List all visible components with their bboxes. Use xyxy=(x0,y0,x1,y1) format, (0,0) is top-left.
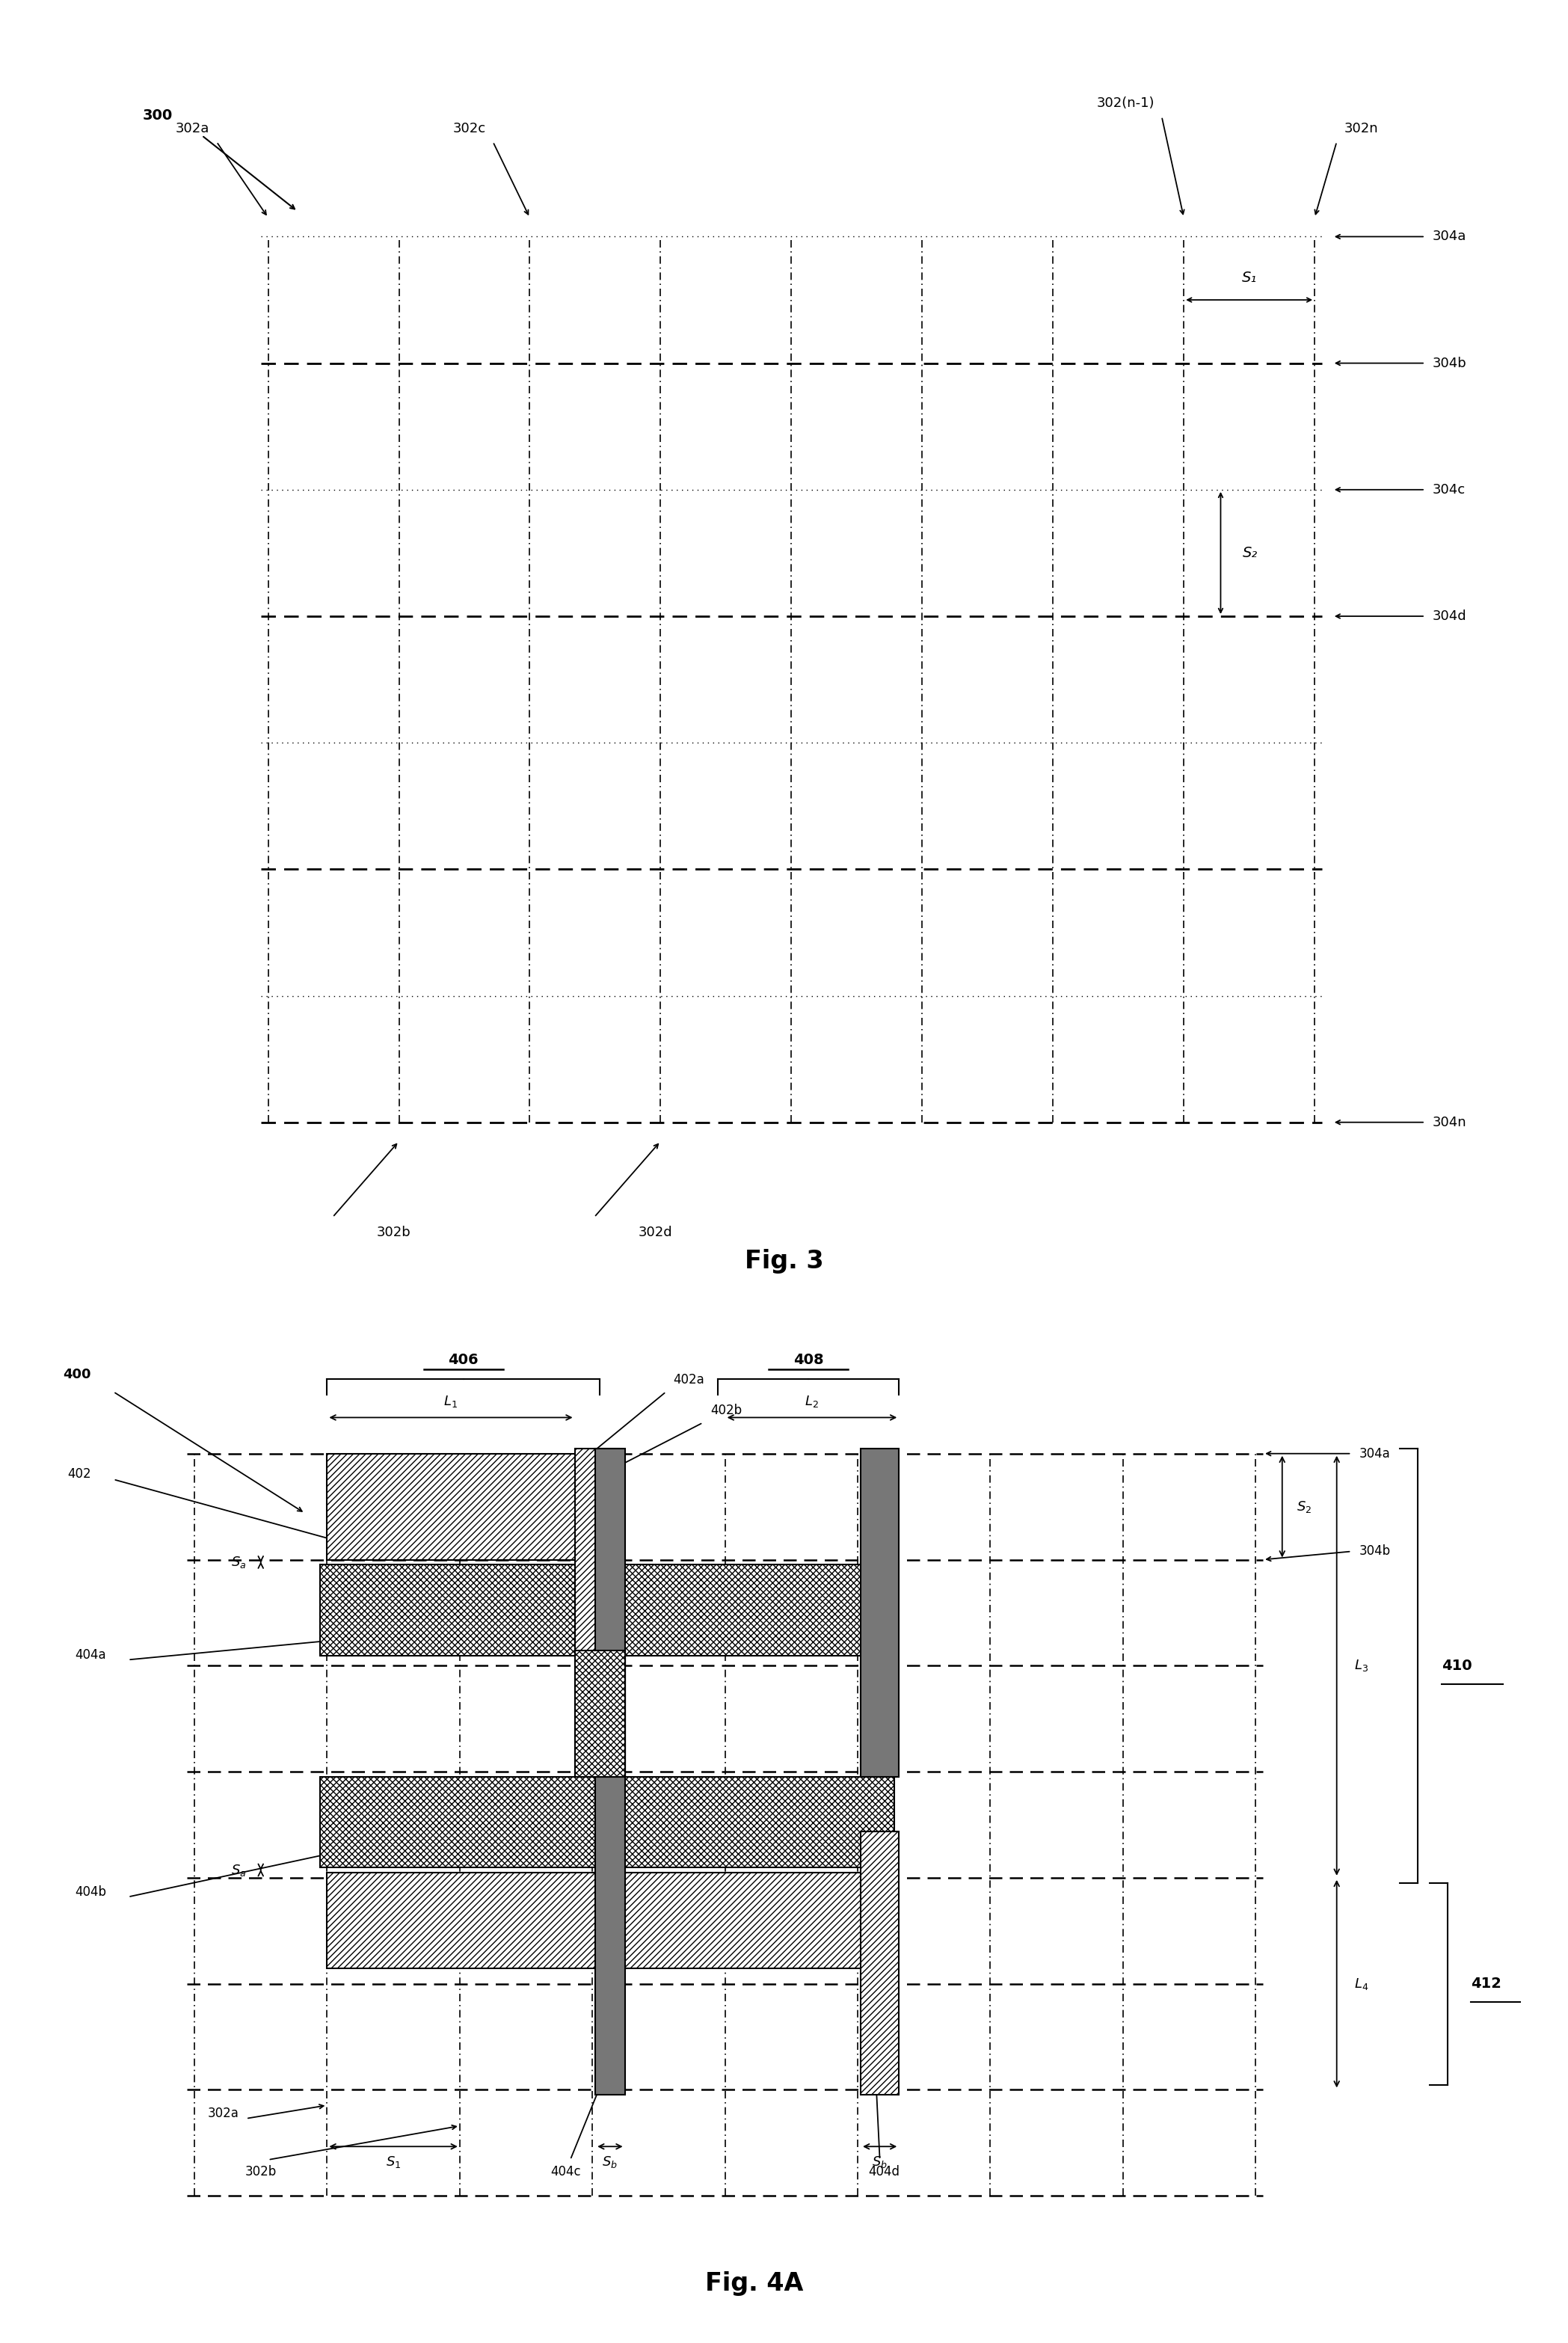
Text: S₁: S₁ xyxy=(1242,269,1258,286)
Text: 400: 400 xyxy=(63,1368,91,1382)
Text: L$_1$: L$_1$ xyxy=(444,1394,458,1408)
Text: 402a: 402a xyxy=(673,1373,704,1387)
Bar xyxy=(575,1649,624,1776)
Text: 302c: 302c xyxy=(453,122,486,136)
Text: 302d: 302d xyxy=(638,1225,673,1239)
Text: 304b: 304b xyxy=(1359,1544,1391,1558)
Text: 304c: 304c xyxy=(1433,483,1466,497)
Text: 304a: 304a xyxy=(1359,1448,1391,1460)
Text: 404c: 404c xyxy=(550,2165,582,2179)
Text: Fig. 3: Fig. 3 xyxy=(745,1249,823,1275)
Bar xyxy=(861,1448,898,1776)
Text: 406: 406 xyxy=(448,1352,478,1366)
Text: 300: 300 xyxy=(143,108,172,122)
Text: 302a: 302a xyxy=(207,2106,238,2120)
Text: S$_2$: S$_2$ xyxy=(1297,1500,1312,1514)
Text: S$_b$: S$_b$ xyxy=(602,2156,618,2170)
Text: S$_a$: S$_a$ xyxy=(230,1556,246,1570)
Bar xyxy=(320,1565,894,1657)
Text: S$_1$: S$_1$ xyxy=(386,2156,401,2170)
Bar xyxy=(320,1776,894,1867)
Text: 402b: 402b xyxy=(710,1403,742,1418)
Text: 404b: 404b xyxy=(75,1886,107,1898)
Text: 410: 410 xyxy=(1441,1659,1472,1673)
Text: Fig. 4A: Fig. 4A xyxy=(706,2270,804,2296)
Bar xyxy=(328,1453,599,1560)
Text: 302b: 302b xyxy=(245,2165,276,2179)
Text: S$_b$: S$_b$ xyxy=(872,2156,887,2170)
Text: S$_a$: S$_a$ xyxy=(230,1863,246,1877)
Bar xyxy=(861,1832,898,2095)
Text: 302n: 302n xyxy=(1344,122,1378,136)
Text: 302b: 302b xyxy=(376,1225,411,1239)
Text: 304d: 304d xyxy=(1433,609,1466,623)
Text: L$_4$: L$_4$ xyxy=(1355,1975,1369,1992)
Text: 404a: 404a xyxy=(75,1647,107,1661)
Bar xyxy=(596,1649,624,2095)
Text: 302a: 302a xyxy=(176,122,209,136)
Text: 412: 412 xyxy=(1471,1977,1502,1992)
Text: S₂: S₂ xyxy=(1243,546,1258,560)
Text: 404d: 404d xyxy=(869,2165,900,2179)
Bar xyxy=(328,1872,894,1968)
Text: 408: 408 xyxy=(793,1352,823,1366)
Bar xyxy=(575,1448,619,1776)
Text: 402: 402 xyxy=(67,1467,91,1481)
Bar xyxy=(596,1448,624,1776)
Text: 304a: 304a xyxy=(1433,230,1466,244)
Text: 302(n-1): 302(n-1) xyxy=(1096,96,1154,110)
Text: 304b: 304b xyxy=(1433,356,1466,370)
Text: L$_3$: L$_3$ xyxy=(1355,1659,1369,1673)
Text: L$_2$: L$_2$ xyxy=(804,1394,818,1408)
Text: 304n: 304n xyxy=(1433,1115,1466,1129)
